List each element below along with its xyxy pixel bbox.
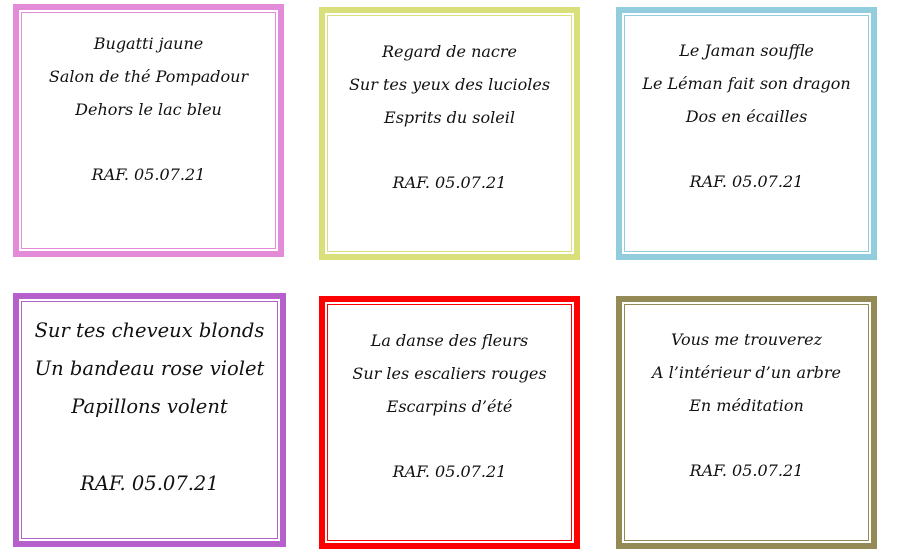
haiku-line: Papillons volent (71, 395, 228, 418)
haiku-line: Dehors le lac bleu (75, 100, 222, 119)
haiku-card-6: Vous me trouverez A l’intérieur d’un arb… (616, 296, 877, 549)
haiku-line: A l’intérieur d’un arbre (651, 363, 841, 382)
haiku-text: Regard de nacre Sur tes yeux des luciole… (325, 35, 574, 199)
signature-date: RAF. 05.07.21 (689, 172, 804, 191)
signature-date: RAF. 05.07.21 (91, 165, 206, 184)
card-inner-border (624, 304, 869, 541)
card-inner-border (327, 304, 572, 541)
haiku-line: Le Léman fait son dragon (642, 74, 851, 93)
haiku-line: Sur les escaliers rouges (352, 364, 547, 383)
haiku-card-2: Regard de nacre Sur tes yeux des luciole… (319, 7, 580, 260)
signature-date: RAF. 05.07.21 (392, 173, 507, 192)
haiku-line: Bugatti jaune (93, 34, 204, 53)
haiku-text: Le Jaman souffle Le Léman fait son drago… (622, 34, 871, 198)
signature-date: RAF. 05.07.21 (392, 462, 507, 481)
haiku-text: La danse des fleurs Sur les escaliers ro… (325, 324, 574, 488)
signature-date: RAF. 05.07.21 (689, 461, 804, 480)
card-inner-border (624, 15, 869, 252)
haiku-line: Un bandeau rose violet (34, 357, 265, 380)
signature-date: RAF. 05.07.21 (80, 472, 219, 495)
haiku-line: Sur tes cheveux blonds (34, 319, 265, 342)
haiku-line: Le Jaman souffle (679, 41, 814, 60)
haiku-line: Sur tes yeux des lucioles (348, 75, 551, 94)
haiku-text: Sur tes cheveux blonds Un bandeau rose v… (19, 312, 280, 503)
haiku-line: Esprits du soleil (384, 108, 515, 127)
card-inner-border (21, 301, 278, 539)
haiku-text: Bugatti jaune Salon de thé Pompadour Deh… (19, 27, 278, 191)
haiku-line: Vous me trouverez (670, 330, 823, 349)
haiku-line: Salon de thé Pompadour (48, 67, 249, 86)
haiku-card-3: Le Jaman souffle Le Léman fait son drago… (616, 7, 877, 260)
card-inner-border (21, 12, 276, 249)
haiku-card-1: Bugatti jaune Salon de thé Pompadour Deh… (13, 4, 284, 257)
haiku-card-4: Sur tes cheveux blonds Un bandeau rose v… (13, 293, 286, 547)
haiku-line: Dos en écailles (685, 107, 808, 126)
haiku-line: En méditation (689, 396, 804, 415)
haiku-line: La danse des fleurs (370, 331, 529, 350)
haiku-card-5: La danse des fleurs Sur les escaliers ro… (319, 296, 580, 549)
haiku-line: Regard de nacre (382, 42, 517, 61)
haiku-text: Vous me trouverez A l’intérieur d’un arb… (622, 323, 871, 487)
card-inner-border (327, 15, 572, 252)
haiku-line: Escarpins d’été (386, 397, 513, 416)
